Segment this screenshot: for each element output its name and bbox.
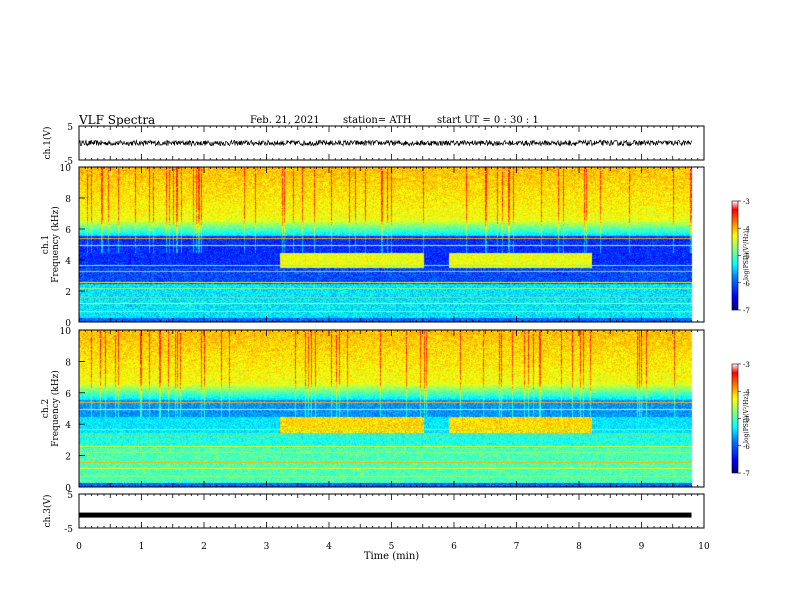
header-station: station= ATH [343, 115, 412, 126]
ch2-colorbar-label: log(PSD)(V²/Hz) [743, 394, 750, 443]
ch2-ytick-label: 4 [65, 421, 71, 431]
ch2-ytick-label: 8 [65, 358, 71, 368]
ch1-ytick-label: -5 [64, 157, 73, 167]
ch1-colorbar-label: log(PSD)(V²/Hz) [743, 231, 750, 280]
ch1-ytick-label: 10 [60, 164, 72, 174]
ch2-ylabel-frequency: Frequency (kHz) [50, 370, 61, 447]
xtick-label: 1 [139, 542, 145, 552]
spectrogram-image-ch1 [79, 167, 704, 322]
ch2-ylabel-channel: ch.2 [41, 399, 51, 418]
ch1-ytick-label: 6 [65, 226, 71, 236]
ch1-ytick-label: 2 [65, 288, 71, 298]
ch1-ytick-label: 8 [65, 195, 71, 205]
ch2-ytick-label: 10 [60, 327, 72, 337]
ch1-colorbar-tick-label: -5 [743, 253, 750, 261]
ch1-colorbar-tick-label: -7 [743, 307, 750, 315]
ch1-ytick-label: 5 [67, 123, 73, 133]
ch2-ytick-label: 2 [65, 453, 71, 463]
ch1-ylabel-channel: ch.1 [41, 235, 51, 254]
ch3-ytick-label: -5 [64, 525, 73, 535]
ch1-colorbar-tick-label: -4 [743, 225, 750, 233]
ch1-colorbar-tick-label: -3 [743, 198, 750, 206]
ch2-ytick-label: 6 [65, 390, 71, 400]
ch2-ytick-label: 0 [65, 484, 71, 494]
header-start: start UT = 0 : 30 : 1 [437, 115, 539, 126]
ch1-ytick-label: 4 [65, 257, 71, 267]
xtick-label: 7 [514, 542, 520, 552]
xtick-label: 4 [326, 542, 332, 552]
header-title: VLF Spectra [79, 113, 156, 127]
ch2-colorbar-tick-label: -4 [743, 388, 750, 396]
xtick-label: 10 [698, 542, 710, 552]
xaxis-label: Time (min) [364, 551, 419, 562]
ch2-colorbar-tick-label: -3 [743, 361, 750, 369]
xtick-label: 5 [389, 542, 395, 552]
ch3-waveform-line [79, 512, 692, 518]
ch1-ytick-label: 0 [65, 319, 71, 329]
ch1-ylabel: ch.1(V) [42, 127, 53, 160]
xtick-label: 3 [264, 542, 270, 552]
ch2-colorbar-tick-label: -5 [743, 416, 750, 424]
ch2-colorbar-tick-label: -7 [743, 470, 750, 478]
ch3-ylabel: ch.3(V) [42, 495, 53, 528]
xtick-label: 0 [76, 542, 82, 552]
ch1-ylabel-frequency: Frequency (kHz) [50, 206, 61, 283]
ch1-waveform-line [78, 138, 692, 147]
ch3-ytick-label: 5 [67, 491, 73, 501]
ch1-colorbar [731, 200, 739, 311]
ch2-colorbar-tick-label: -6 [743, 443, 750, 451]
ch2-colorbar [731, 363, 739, 474]
header-date: Feb. 21, 2021 [250, 115, 320, 126]
spectrogram-image-ch2 [79, 330, 704, 487]
xtick-label: 6 [451, 542, 457, 552]
ch1-colorbar-tick-label: -6 [743, 280, 750, 288]
xtick-label: 8 [576, 542, 582, 552]
xtick-label: 9 [639, 542, 645, 552]
xtick-label: 2 [201, 542, 207, 552]
